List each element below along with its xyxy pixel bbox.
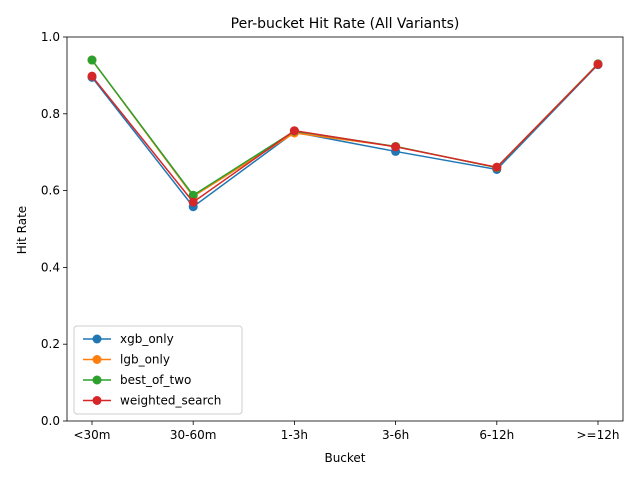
y-tick-label: 0.2: [41, 337, 60, 351]
x-tick-label: <30m: [73, 428, 110, 442]
chart-title: Per-bucket Hit Rate (All Variants): [231, 16, 460, 32]
series-line-lgb_only: [91, 59, 599, 198]
legend-box: [73, 325, 243, 415]
y-tick-label: 0.6: [41, 184, 60, 198]
x-tick-label: 6-12h: [479, 428, 514, 442]
legend-marker: [92, 375, 102, 385]
axes-frame: [66, 36, 624, 422]
series-line-weighted_search: [91, 63, 599, 204]
legend-label: weighted_search: [120, 394, 221, 408]
x-tick-label: 3-6h: [382, 428, 409, 442]
legend-marker: [92, 334, 102, 344]
y-tick-label: 0.0: [41, 414, 60, 428]
x-tick-label: >=12h: [577, 428, 620, 442]
data-point-weighted_search: [391, 142, 401, 152]
data-point-best_of_two: [87, 55, 97, 65]
x-tick-label: 30-60m: [170, 428, 217, 442]
legend-label: xgb_only: [120, 332, 174, 346]
legend-label: lgb_only: [120, 353, 170, 367]
data-point-weighted_search: [593, 59, 603, 69]
series-line-xgb_only: [91, 64, 599, 208]
data-point-weighted_search: [87, 71, 97, 81]
x-tick-label: 1-3h: [281, 428, 308, 442]
x-axis-label: Bucket: [324, 451, 365, 465]
legend-label: best_of_two: [120, 373, 191, 387]
data-point-weighted_search: [289, 126, 299, 136]
data-point-weighted_search: [492, 162, 502, 172]
y-axis-label: Hit Rate: [15, 206, 29, 254]
y-tick-label: 0.4: [41, 260, 60, 274]
y-tick-label: 1.0: [41, 30, 60, 44]
legend-marker: [92, 396, 102, 405]
legend-marker: [92, 355, 102, 364]
data-point-weighted_search: [188, 197, 198, 207]
legend: xgb_only lgb_only best_of_two weighted_sear…: [73, 325, 243, 415]
plot-area: 0.0 0.2 0.4 0.6 0.8 1.0 <30m 30-60m 1-3h 3-6h 6-12…: [41, 30, 624, 442]
y-tick-label: 0.8: [41, 107, 60, 121]
data-point-best_of_two: [188, 190, 198, 200]
